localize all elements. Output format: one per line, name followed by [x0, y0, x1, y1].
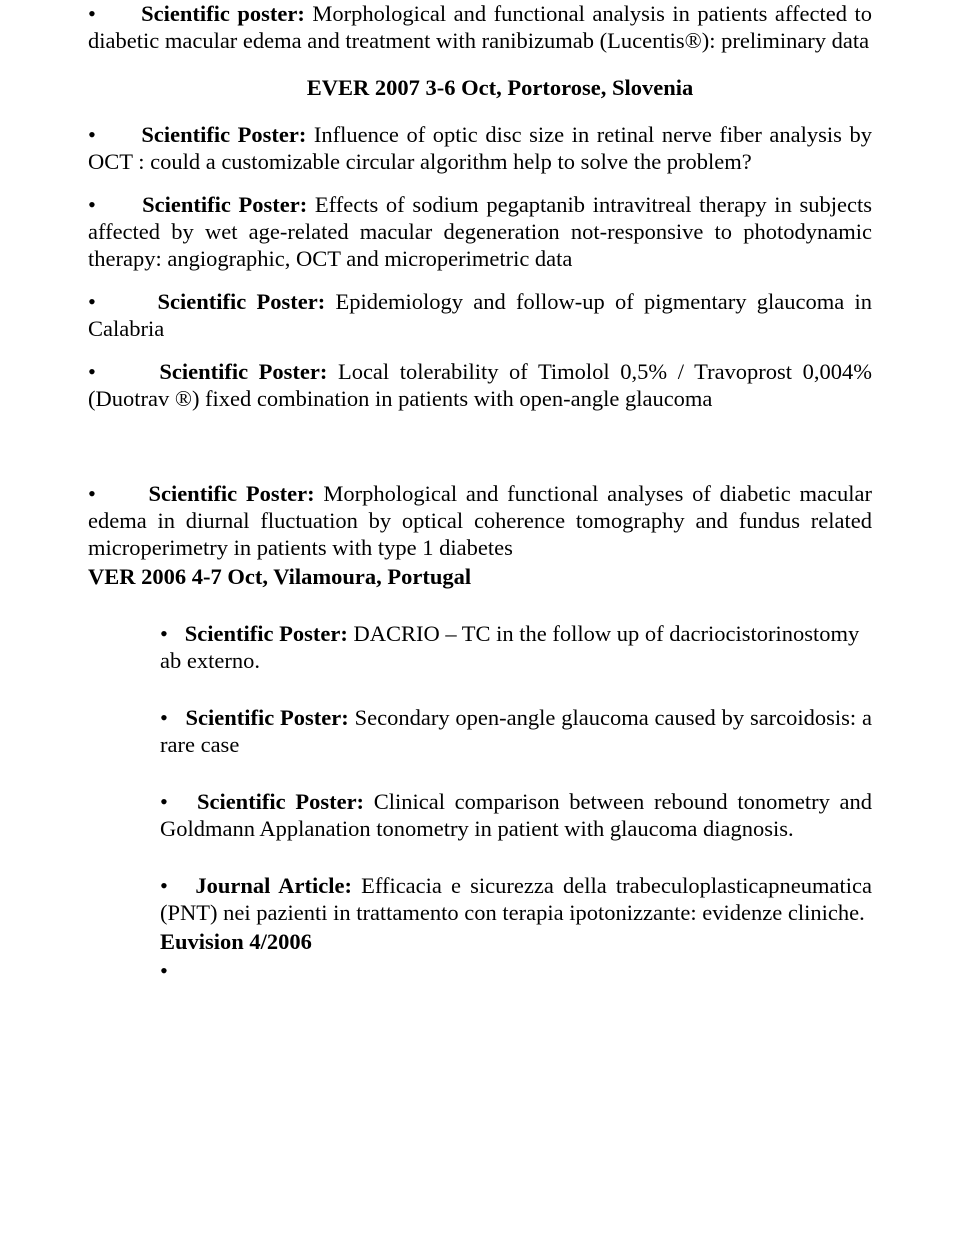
poster-lead: Scientific Poster:	[142, 192, 307, 217]
poster-lead: Scientific poster:	[141, 1, 305, 26]
poster-item-9: • Scientific Poster: Clinical comparison…	[160, 788, 872, 842]
bullet-icon: •	[88, 289, 96, 314]
empty-bullet: •	[160, 957, 872, 984]
bullet-icon: •	[88, 192, 96, 217]
poster-lead: Scientific Poster:	[185, 621, 348, 646]
poster-item-6-block: • Scientific Poster: Morphological and f…	[88, 480, 872, 590]
bullet-icon: •	[160, 958, 168, 983]
poster-lead: Scientific Poster:	[185, 705, 348, 730]
bullet-icon: •	[88, 359, 96, 384]
poster-lead: Scientific Poster:	[159, 359, 327, 384]
bullet-icon: •	[160, 621, 168, 646]
poster-lead: Scientific Poster:	[158, 289, 326, 314]
bullet-icon: •	[160, 873, 168, 898]
poster-lead: Scientific Poster:	[197, 789, 364, 814]
journal-lead: Journal Article:	[195, 873, 352, 898]
indented-list: • Scientific Poster: DACRIO – TC in the …	[88, 620, 872, 984]
journal-item-10: • Journal Article: Efficacia e sicurezza…	[160, 872, 872, 926]
poster-item-8: • Scientific Poster: Secondary open-angl…	[160, 704, 872, 758]
bullet-icon: •	[88, 1, 96, 26]
bullet-icon: •	[160, 705, 168, 730]
poster-item-4: • Scientific Poster: Epidemiology and fo…	[88, 288, 872, 342]
poster-item-3: • Scientific Poster: Effects of sodium p…	[88, 191, 872, 272]
journal-tail: Euvision 4/2006	[160, 928, 872, 955]
poster-item-1: • Scientific poster: Morphological and f…	[88, 0, 872, 54]
poster-item-2: • Scientific Poster: Influence of optic …	[88, 121, 872, 175]
poster-item-6: • Scientific Poster: Morphological and f…	[88, 480, 872, 561]
conference-heading-2007: EVER 2007 3-6 Oct, Portorose, Slovenia	[88, 74, 872, 101]
poster-lead: Scientific Poster:	[148, 481, 314, 506]
poster-item-5: • Scientific Poster: Local tolerability …	[88, 358, 872, 412]
poster-item-7: • Scientific Poster: DACRIO – TC in the …	[160, 620, 872, 674]
bullet-icon: •	[88, 481, 96, 506]
conference-heading-2006: VER 2006 4-7 Oct, Vilamoura, Portugal	[88, 563, 872, 590]
bullet-icon: •	[160, 789, 168, 814]
poster-lead: Scientific Poster:	[141, 122, 306, 147]
bullet-icon: •	[88, 122, 96, 147]
document-page: • Scientific poster: Morphological and f…	[0, 0, 960, 1253]
